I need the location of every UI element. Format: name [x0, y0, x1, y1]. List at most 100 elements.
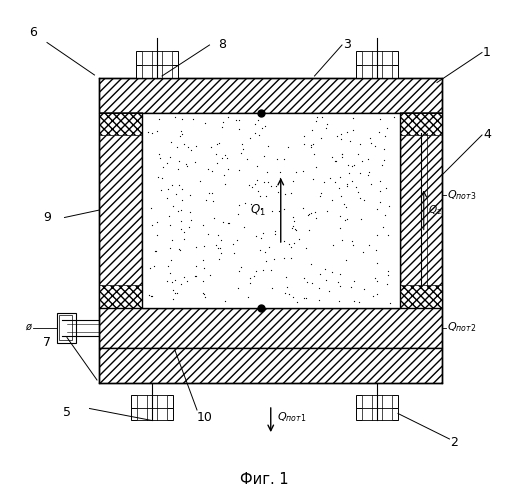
Point [191, 142, 200, 150]
Point [220, 171, 228, 179]
Point [206, 271, 214, 279]
Bar [136, 65, 178, 78]
Point [350, 276, 358, 284]
Point [178, 185, 186, 193]
Point [218, 122, 226, 130]
Bar [356, 65, 398, 78]
Point [348, 177, 356, 185]
Bar [99, 285, 142, 308]
Point [360, 196, 369, 203]
Text: 1: 1 [483, 46, 491, 59]
Text: $Q_{пот3}$: $Q_{пот3}$ [447, 188, 477, 202]
Point [333, 132, 341, 140]
Point [318, 113, 326, 121]
Point [372, 205, 381, 213]
Point [191, 243, 200, 251]
Point [381, 211, 389, 219]
Point [187, 146, 196, 154]
Point [207, 143, 216, 151]
Point [286, 243, 295, 251]
Point [223, 166, 232, 173]
Point [308, 175, 317, 183]
Point [289, 178, 297, 186]
Point [187, 216, 195, 224]
Point [236, 148, 245, 156]
Point [224, 113, 232, 121]
Text: 10: 10 [197, 411, 213, 424]
Point [350, 161, 358, 169]
Point [241, 198, 250, 206]
Point [212, 240, 221, 248]
Point [358, 157, 367, 165]
Point [254, 188, 262, 196]
Point [381, 132, 389, 140]
Point [305, 226, 313, 234]
Point [168, 181, 176, 189]
Point [233, 284, 242, 292]
Point [198, 278, 207, 285]
Point [169, 295, 177, 303]
Point [261, 248, 269, 256]
Point [375, 187, 384, 195]
Point [345, 138, 354, 145]
Point [201, 120, 209, 128]
Point [168, 236, 177, 244]
Point [258, 266, 267, 274]
Point [369, 292, 377, 300]
Point [224, 220, 233, 228]
Text: ø: ø [25, 322, 31, 332]
Text: 5: 5 [63, 406, 71, 419]
Point [289, 293, 298, 301]
Point [177, 226, 185, 234]
Point [184, 223, 193, 231]
Point [251, 268, 260, 276]
Text: $Q_{пот2}$: $Q_{пот2}$ [447, 320, 476, 334]
Point [299, 166, 307, 174]
Point [245, 181, 253, 189]
Point [299, 132, 308, 140]
Point [342, 256, 350, 264]
Point [321, 265, 329, 273]
Point [204, 164, 212, 172]
Point [190, 272, 199, 280]
Point [315, 296, 324, 304]
Point [336, 282, 344, 290]
Point [311, 208, 320, 216]
Point [148, 292, 156, 300]
Point [338, 150, 346, 158]
Point [251, 232, 260, 240]
Bar [99, 308, 442, 348]
Text: $Q_1$: $Q_1$ [250, 202, 266, 218]
Point [384, 232, 393, 239]
Point [267, 182, 275, 190]
Point [175, 157, 183, 165]
Point [170, 112, 179, 120]
Bar [59, 315, 72, 340]
Point [378, 160, 386, 168]
Point [302, 294, 311, 302]
Point [148, 222, 156, 230]
Point [281, 273, 290, 281]
Point [352, 183, 361, 191]
Point [337, 192, 345, 200]
Bar [131, 395, 173, 407]
Point [357, 214, 365, 222]
Text: Фиг. 1: Фиг. 1 [240, 472, 289, 488]
Point [189, 115, 197, 123]
Point [198, 221, 207, 229]
Point [244, 292, 252, 300]
Point [204, 230, 213, 238]
Point [328, 154, 336, 162]
Point [178, 196, 187, 204]
Point [166, 221, 174, 229]
Point [251, 129, 259, 137]
Point [320, 178, 329, 186]
Point [343, 214, 351, 222]
Point [347, 283, 355, 291]
Point [328, 268, 336, 276]
Point [158, 162, 167, 170]
Point [264, 178, 272, 186]
Point [202, 196, 211, 203]
Point [221, 151, 230, 159]
Point [287, 224, 296, 232]
